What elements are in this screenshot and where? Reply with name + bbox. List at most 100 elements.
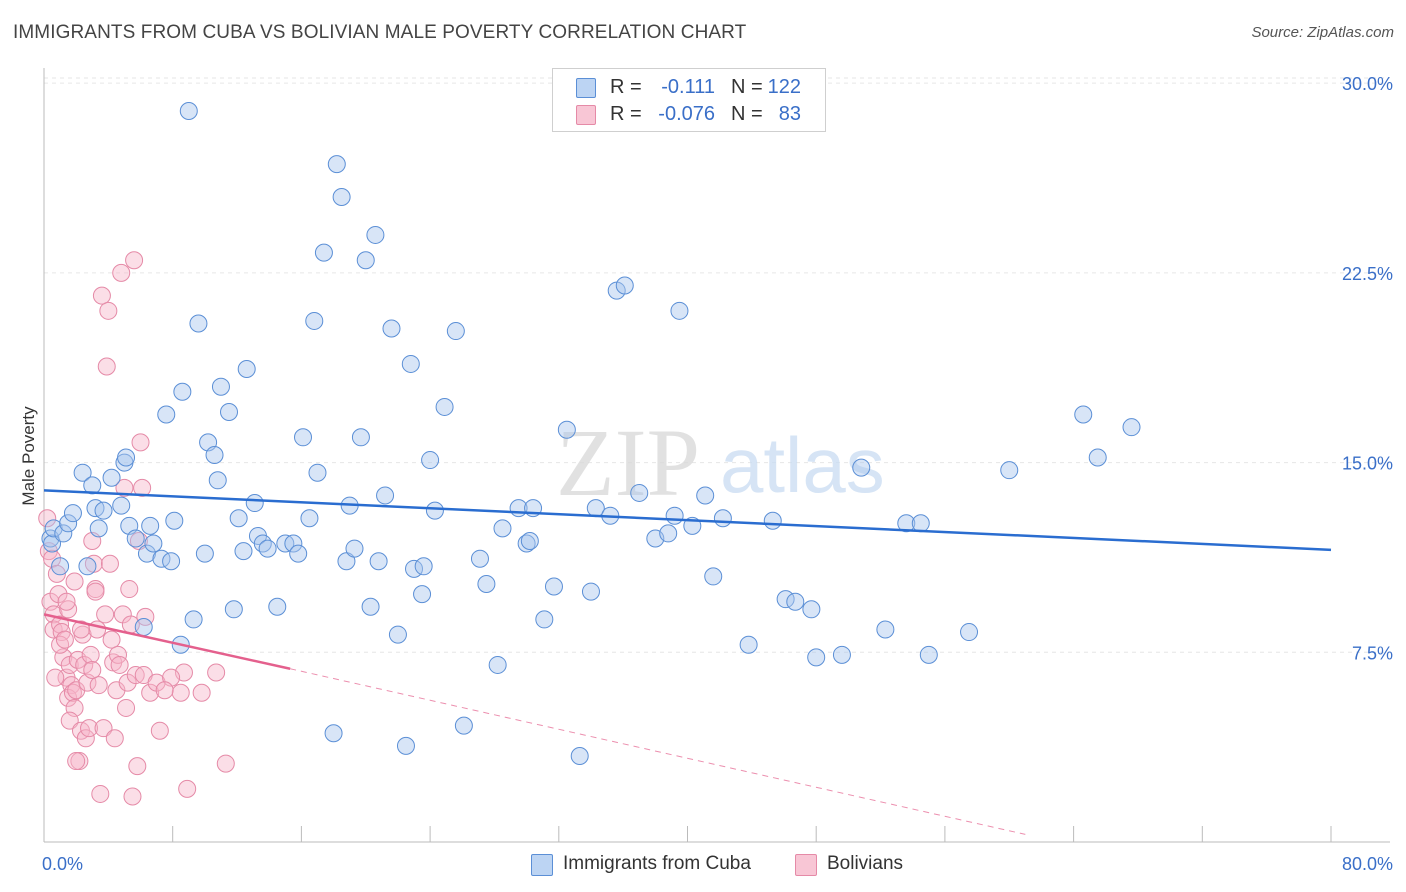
cuba-point [337,552,356,571]
zipatlas-watermark: ZIP atlas [556,409,885,516]
cuba-point [421,451,440,470]
cuba-point [224,600,243,619]
cuba-point [704,567,723,586]
bolivians-point [120,580,139,599]
cuba-point [832,645,851,664]
bolivians-trend-extension [290,668,1026,835]
cuba-point [327,155,346,174]
cuba-point [208,471,227,490]
cuba-point [876,620,895,639]
cuba-point [802,600,821,619]
legend-n-label: N = [731,103,763,125]
y-tick-label: 30.0% [1342,74,1393,94]
cuba-point [51,557,70,576]
cuba-point [89,519,108,538]
cuba-point [253,534,272,553]
legend-r-value: -0.076 [658,103,715,125]
cuba-point [189,314,208,333]
correlation-legend: R = -0.111 N = 122 R = -0.076 N = 83 [552,68,826,132]
trend-lines [43,489,1332,835]
cuba-point [670,301,689,320]
cuba-point [332,188,351,206]
cuba-point [162,552,181,571]
cuba-point [173,382,192,401]
bolivians-point [38,509,57,528]
cuba-trend-line [43,489,1332,552]
cuba-point [245,494,264,513]
cuba-point [165,511,184,530]
bolivians-point [128,757,147,776]
watermark-atlas: atlas [720,421,885,509]
legend-n-value: 83 [778,103,801,125]
cuba-point [544,577,563,596]
cuba-point [59,514,78,533]
bolivians-point [129,532,148,550]
chart-source: Source: ZipAtlas.com [1251,24,1394,41]
legend-r-label: R = [610,103,642,125]
bolivians-point [46,668,65,687]
cuba-point [960,623,979,642]
cuba-point [289,544,308,563]
cuba-point [739,635,758,654]
cuba-point [396,736,415,755]
cuba-point [425,501,444,520]
bolivians-point [89,676,108,695]
bolivians-point [171,683,190,702]
bolivians-point [102,630,121,649]
bolivians-point [51,635,70,654]
cuba-point [696,486,715,505]
x-tick-label: 80.0% [1342,854,1393,874]
cuba-point [137,544,156,563]
bolivians-point [96,605,115,624]
cuba-point [305,311,324,330]
chart-title: IMMIGRANTS FROM CUBA VS BOLIVIAN MALE PO… [13,22,747,43]
bolivians-point [92,286,111,305]
legend-row-cuba: R = -0.111 N = 122 [553,75,825,101]
cuba-point [294,428,313,447]
y-tick-label: 7.5% [1352,643,1393,663]
cuba-point [401,354,420,373]
cuba-point [413,585,432,604]
cuba-point [356,251,375,270]
x-tick-label: 0.0% [42,854,83,874]
cuba-point [211,377,230,396]
legend-n-value: 122 [767,76,801,98]
bolivians-point [99,301,118,320]
cuba-point [308,463,327,482]
cuba-point [229,509,248,528]
watermark-zip: ZIP [556,409,700,516]
cuba-point [570,747,589,765]
cuba-point [470,549,489,568]
bolivians-point [207,663,226,682]
legend-r-value: -0.111 [661,76,715,98]
bolivians-point [80,719,99,738]
bolivians-trend-line [43,613,291,670]
bolivians-point [178,779,197,798]
bolivians-point [63,683,82,702]
cuba-point [807,648,826,667]
series-legend: Immigrants from Cuba Bolivians [0,852,1406,878]
cuba-point [897,514,916,533]
cuba-point [195,544,214,563]
cuba-point [763,511,782,530]
cuba-point [1000,461,1019,480]
bolivians-point [105,729,124,748]
bolivians-point [155,681,174,700]
cuba-point [1122,418,1141,437]
cuba-point [1074,405,1093,424]
cuba-point [220,403,239,421]
cuba-point [852,458,871,477]
bolivians-point [76,729,95,748]
bolivians-point [115,478,134,497]
cuba-point [102,468,121,487]
bolivians-point [216,754,235,773]
cuba-point [414,557,433,576]
legend-swatch-cuba [576,78,596,98]
cuba-point [493,519,512,538]
bolivians-point [60,711,79,730]
cuba-point [43,534,62,553]
cuba-point [351,428,370,447]
cuba-point [1088,448,1107,467]
cuba-point [911,514,930,533]
cuba-point [786,592,805,611]
